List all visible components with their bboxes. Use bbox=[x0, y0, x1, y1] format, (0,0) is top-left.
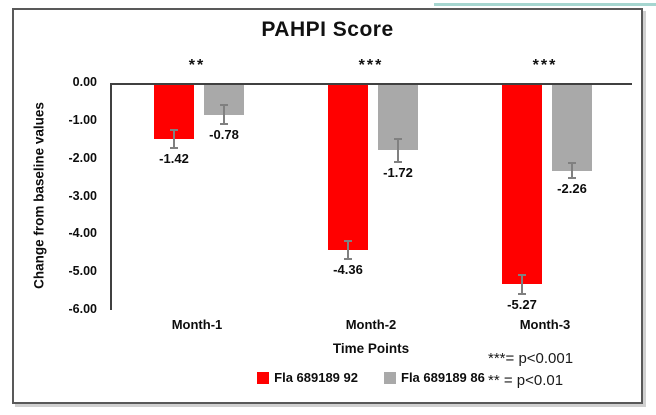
legend-item-series-1: Fla 689189 92 bbox=[257, 370, 358, 385]
chart-title: PAHPI Score bbox=[261, 18, 394, 41]
y-tick-label: 0.00 bbox=[72, 75, 97, 89]
error-bar bbox=[394, 137, 402, 140]
legend: Fla 689189 92 Fla 689189 86 bbox=[110, 370, 632, 385]
legend-label-series-1: Fla 689189 92 bbox=[274, 370, 358, 385]
legend-item-series-2: Fla 689189 86 bbox=[384, 370, 485, 385]
legend-label-series-2: Fla 689189 86 bbox=[401, 370, 485, 385]
error-bar bbox=[220, 122, 228, 125]
error-bar bbox=[571, 162, 573, 179]
y-tick-label: -6.00 bbox=[68, 302, 98, 316]
y-tick-label: -1.00 bbox=[68, 112, 98, 127]
y-tick-label: -5.00 bbox=[68, 264, 98, 279]
error-bar bbox=[220, 104, 228, 107]
significance-key: ***= p<0.001 ** = p<0.01 bbox=[488, 348, 638, 392]
error-bar bbox=[518, 292, 526, 295]
x-tick-label: Month-3 bbox=[519, 317, 571, 332]
bar-data-label: -5.27 bbox=[507, 296, 537, 312]
bar-data-label: -0.78 bbox=[209, 126, 239, 142]
bar-Fla-689189-86-Month-3 bbox=[552, 85, 592, 171]
error-bar bbox=[568, 162, 576, 165]
legend-swatch-gray bbox=[384, 371, 396, 384]
window-edge-accent-line bbox=[434, 3, 656, 6]
bar-Fla-689189-92-Month-2 bbox=[328, 85, 368, 250]
bar-data-label: -1.42 bbox=[159, 150, 189, 166]
error-bar bbox=[170, 146, 178, 149]
error-bar bbox=[397, 137, 399, 163]
significance-marker: *** bbox=[532, 57, 558, 74]
error-bar bbox=[170, 128, 178, 131]
y-tick-label: -2.00 bbox=[68, 150, 98, 165]
error-bar bbox=[568, 176, 576, 179]
x-tick-label: Month-1 bbox=[171, 317, 223, 332]
error-bar bbox=[347, 239, 349, 261]
error-bar bbox=[344, 258, 352, 261]
error-bar bbox=[518, 274, 526, 277]
error-bar bbox=[394, 160, 402, 163]
significance-marker: *** bbox=[358, 57, 384, 74]
bar-data-label: -4.36 bbox=[333, 262, 363, 278]
y-tick-label: -3.00 bbox=[68, 188, 98, 203]
error-bar bbox=[521, 274, 523, 295]
legend-swatch-red bbox=[257, 371, 270, 384]
significance-key-line-1: ***= p<0.001 bbox=[488, 350, 574, 367]
error-bar bbox=[223, 104, 225, 125]
x-axis-title: Time Points bbox=[332, 341, 410, 356]
y-tick-label: -4.00 bbox=[68, 226, 98, 241]
error-bar bbox=[344, 239, 352, 242]
bar-Fla-689189-92-Month-3 bbox=[502, 85, 542, 285]
significance-key-line-2: ** = p<0.01 bbox=[488, 372, 564, 390]
bar-data-label: -1.72 bbox=[383, 164, 413, 180]
bar-data-label: -2.26 bbox=[557, 180, 587, 196]
plot-area: -1.42 -0.78 -4.36 -1.72 -5.27 -2.26 bbox=[110, 83, 632, 312]
significance-marker: ** bbox=[188, 57, 206, 74]
x-tick-label: Month-2 bbox=[345, 317, 397, 332]
error-bar bbox=[173, 128, 175, 149]
